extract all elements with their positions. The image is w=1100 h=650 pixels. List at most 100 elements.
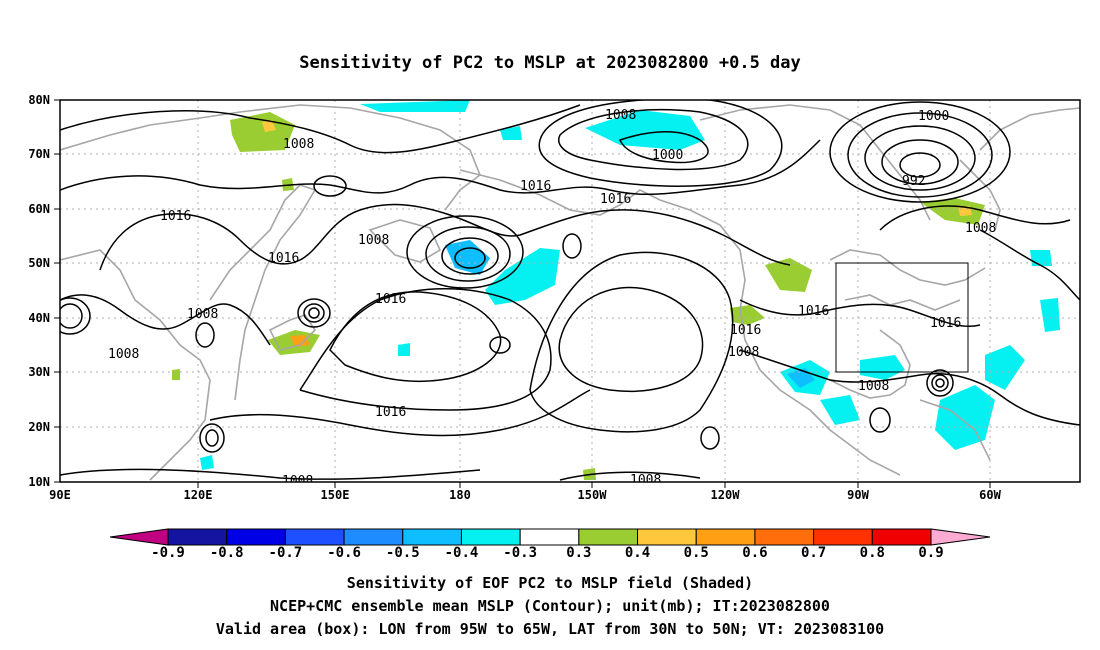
colorbar-cell <box>695 528 756 546</box>
latitude-labels: 80N 70N 60N 50N 40N 30N 20N 10N <box>28 93 50 489</box>
caption-line-2: NCEP+CMC ensemble mean MSLP (Contour); u… <box>270 597 830 615</box>
shade-positive-west <box>730 305 765 325</box>
colorbar-arrow-right <box>930 528 991 546</box>
isobar-label: 1016 <box>600 192 631 207</box>
colorbar-cell <box>754 528 815 546</box>
coastlines <box>60 104 1080 481</box>
isobar-label: 1008 <box>108 347 139 362</box>
shade-negative-atlantic-2 <box>985 345 1025 390</box>
colorbar-label: -0.6 <box>327 545 361 561</box>
shade-negative-small-3 <box>200 455 214 470</box>
colorbar-label: 0.5 <box>684 545 709 561</box>
colorbar-cell <box>871 528 932 546</box>
colorbar-cell <box>813 528 873 546</box>
colorbar-label: -0.8 <box>210 545 244 561</box>
colorbar-arrow-left <box>109 528 169 546</box>
lat-tick-label: 10N <box>28 475 50 489</box>
lon-tick-label: 120E <box>184 488 213 502</box>
colorbar-cell <box>226 528 286 546</box>
colorbar-cell <box>402 528 462 546</box>
isobar-label: 1008 <box>858 379 889 394</box>
sensitivity-shading <box>172 100 1060 480</box>
colorbar-label: -0.5 <box>386 545 420 561</box>
colorbar-label: -0.4 <box>445 545 479 561</box>
colorbar-label: 0.8 <box>860 545 885 561</box>
lon-tick-label: 90E <box>49 488 71 502</box>
isobar-label: 1000 <box>918 109 949 124</box>
shade-positive-greenland <box>920 198 985 225</box>
isobar-label: 1000 <box>652 148 683 163</box>
isobar-label: 1008 <box>965 221 996 236</box>
shade-negative-pacific <box>485 248 560 305</box>
lon-tick-label: 90W <box>847 488 869 502</box>
figure-title: Sensitivity of PC2 to MSLP at 2023082800… <box>299 53 801 73</box>
shade-negative-bering <box>360 100 470 112</box>
isobar-label: 1016 <box>798 304 829 319</box>
isobar-label: 1016 <box>730 323 761 338</box>
map-frame <box>59 99 1081 483</box>
colorbar-label: 0.3 <box>566 545 591 561</box>
shade-negative-caribbean <box>820 395 860 425</box>
isobar-label: 1016 <box>268 251 299 266</box>
isobar-label: 1016 <box>520 179 551 194</box>
lat-tick-label: 60N <box>28 202 50 216</box>
colorbar: -0.9 -0.8 -0.7 -0.6 -0.5 -0.4 -0.3 0.3 0.4 0.5 0.6… <box>109 528 991 561</box>
shade-positive-canada <box>765 258 812 292</box>
shade-negative-atlantic-4 <box>1030 250 1052 266</box>
lon-tick-label: 60W <box>979 488 1001 502</box>
colorbar-cell <box>343 528 404 546</box>
colorbar-cell <box>167 528 228 546</box>
isobar-label: 1008 <box>605 108 636 123</box>
colorbar-cell <box>460 528 521 546</box>
shade-positive-small-2 <box>172 369 180 380</box>
lon-tick-label: 120W <box>711 488 741 502</box>
shade-negative-atlantic-3 <box>1040 298 1060 332</box>
colorbar-label: 0.6 <box>742 545 767 561</box>
isobar-label: 1016 <box>375 292 406 307</box>
isobar-labels: 1008 1016 1016 1008 1008 1008 1016 1016 … <box>108 108 996 489</box>
colorbar-label: 0.9 <box>918 545 943 561</box>
isobars <box>60 100 1080 481</box>
isobar-label: 992 <box>902 174 925 189</box>
lon-tick-label: 150E <box>321 488 350 502</box>
shade-negative-arctic <box>585 110 705 150</box>
lon-tick-label: 150W <box>578 488 608 502</box>
caption-line-1: Sensitivity of EOF PC2 to MSLP field (Sh… <box>347 574 753 592</box>
map-panel: 1008 1016 1016 1008 1008 1008 1016 1016 … <box>28 93 1081 502</box>
isobar-label: 1008 <box>282 474 313 489</box>
shade-negative-small-1 <box>500 126 522 140</box>
shade-negative-atlantic <box>935 385 995 450</box>
lon-tick-label: 180 <box>449 488 471 502</box>
lat-tick-label: 50N <box>28 256 50 270</box>
tick-marks <box>54 99 991 488</box>
colorbar-label: -0.9 <box>151 545 185 561</box>
isobar-label: 1008 <box>358 233 389 248</box>
isobar-label: 1016 <box>375 405 406 420</box>
colorbar-cell <box>519 528 580 546</box>
colorbar-label: 0.7 <box>801 545 826 561</box>
shade-positive-japan-core <box>290 335 310 347</box>
colorbar-cell <box>284 528 345 546</box>
lat-tick-label: 40N <box>28 311 50 325</box>
colorbar-label: -0.7 <box>269 545 303 561</box>
isobar-label: 1008 <box>187 307 218 322</box>
colorbar-label: -0.3 <box>503 545 537 561</box>
colorbar-cell <box>637 528 697 546</box>
lat-tick-label: 20N <box>28 420 50 434</box>
valid-area-box <box>835 262 969 373</box>
shade-negative-florida <box>860 355 905 380</box>
colorbar-label: 0.4 <box>625 545 650 561</box>
lat-tick-label: 30N <box>28 365 50 379</box>
captions: Sensitivity of EOF PC2 to MSLP field (Sh… <box>216 574 884 638</box>
isobar-label: 1008 <box>283 137 314 152</box>
isobar-label: 1016 <box>930 316 961 331</box>
shade-positive-siberia-core <box>262 120 276 132</box>
low-center-north-atlantic-1 <box>899 152 941 178</box>
longitude-labels: 90E 120E 150E 180 150W 120W 90W 60W <box>49 488 1001 502</box>
isobar-label: 1008 <box>728 345 759 360</box>
lat-tick-label: 70N <box>28 147 50 161</box>
shade-negative-small-2 <box>398 343 410 356</box>
caption-line-3: Valid area (box): LON from 95W to 65W, L… <box>216 620 884 638</box>
isobar-label: 1016 <box>160 209 191 224</box>
